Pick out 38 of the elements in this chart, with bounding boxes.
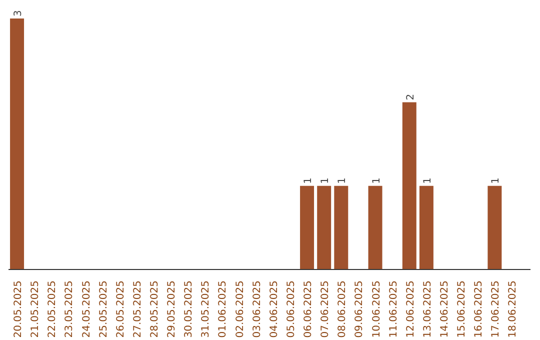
x-tick-label: 20.05.2025 <box>13 280 24 338</box>
x-tick-label: 09.06.2025 <box>354 280 366 338</box>
x-tick-label: 13.06.2025 <box>422 280 434 338</box>
x-tick-label: 12.06.2025 <box>405 280 416 338</box>
data-label: 1 <box>320 177 332 184</box>
x-tick-label: 02.06.2025 <box>234 280 246 338</box>
data-label: 1 <box>337 177 348 184</box>
x-tick-label: 18.06.2025 <box>508 280 519 338</box>
x-tick-label: 26.05.2025 <box>115 280 126 338</box>
x-tick-label: 24.05.2025 <box>81 280 92 338</box>
x-tick-label: 28.05.2025 <box>150 280 160 338</box>
x-tick-label: 11.06.2025 <box>388 280 400 338</box>
x-tick-label: 08.06.2025 <box>337 280 348 338</box>
x-tick-label: 05.06.2025 <box>286 280 297 338</box>
x-tick-label: 17.06.2025 <box>490 280 502 338</box>
x-tick-label: 23.05.2025 <box>64 280 76 338</box>
x-tick-label: 16.06.2025 <box>474 280 485 338</box>
x-tick-label: 15.06.2025 <box>456 280 468 338</box>
x-tick-label: 14.06.2025 <box>440 280 450 338</box>
data-label: 1 <box>422 177 434 184</box>
data-label: 1 <box>490 177 502 184</box>
data-label: 1 <box>371 177 382 184</box>
x-tick-label: 27.05.2025 <box>132 280 144 338</box>
x-tick-label: 06.06.2025 <box>303 280 314 338</box>
x-tick-label: 22.05.2025 <box>47 280 58 338</box>
data-label: 3 <box>13 10 24 17</box>
x-tick-label: 07.06.2025 <box>320 280 332 338</box>
x-tick-label: 04.06.2025 <box>268 280 280 338</box>
x-tick-label: 30.05.2025 <box>184 280 195 338</box>
x-tick-label: 10.06.2025 <box>371 280 382 338</box>
x-tick-label: 31.05.2025 <box>200 280 212 338</box>
x-tick-label: 25.05.2025 <box>98 280 110 338</box>
x-tick-label: 01.06.2025 <box>218 280 229 338</box>
data-label: 2 <box>405 94 416 100</box>
data-label: 1 <box>303 177 314 184</box>
x-tick-label: 29.05.2025 <box>166 280 178 338</box>
x-tick-label: 03.06.2025 <box>252 280 263 338</box>
x-tick-label: 21.05.2025 <box>30 280 42 338</box>
